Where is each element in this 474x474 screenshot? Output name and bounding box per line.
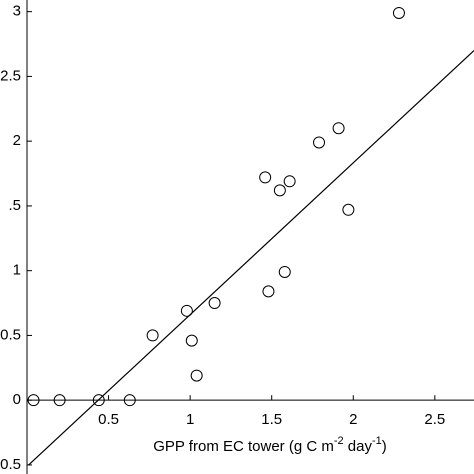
y-tick-label: 0 [13,391,21,408]
point [208,297,221,310]
point [313,136,326,149]
y-tick-label: 3 [13,3,21,20]
x-label-part: GPP from EC tower (g C m [153,438,334,455]
y-tick-label: 0.5 [0,326,21,343]
point [342,203,355,216]
point [273,184,286,197]
point [190,369,203,382]
y-tick-label: 1 [13,262,21,279]
point [92,394,105,407]
x-label-part: ) [382,438,387,455]
point [392,6,405,19]
y-tick-label: 2 [13,132,21,149]
point [259,171,272,184]
point [278,265,291,278]
y-tick-label: 0.5 [0,456,21,473]
point [27,394,40,407]
x-tick-label: 0.5 [98,411,119,428]
point [123,394,136,407]
point [180,304,193,317]
x-tick-label: 1 [186,411,194,428]
point [332,122,345,135]
fit-line [28,50,474,466]
y-tick-label: .5 [8,197,21,214]
x-tick-label: 1.5 [261,411,282,428]
x-tick-label: 2.5 [424,411,445,428]
point [146,329,159,342]
point [185,334,198,347]
x-label-sup: -1 [372,435,382,447]
point [53,394,66,407]
point [262,285,275,298]
x-label-sup: -2 [334,435,344,447]
x-tick-label: 2 [349,411,357,428]
x-axis-label: GPP from EC tower (g C m-2 day-1) [153,435,387,455]
y-tick-label: 2.5 [0,67,21,84]
x-label-part: day [344,438,373,455]
point [283,175,296,188]
